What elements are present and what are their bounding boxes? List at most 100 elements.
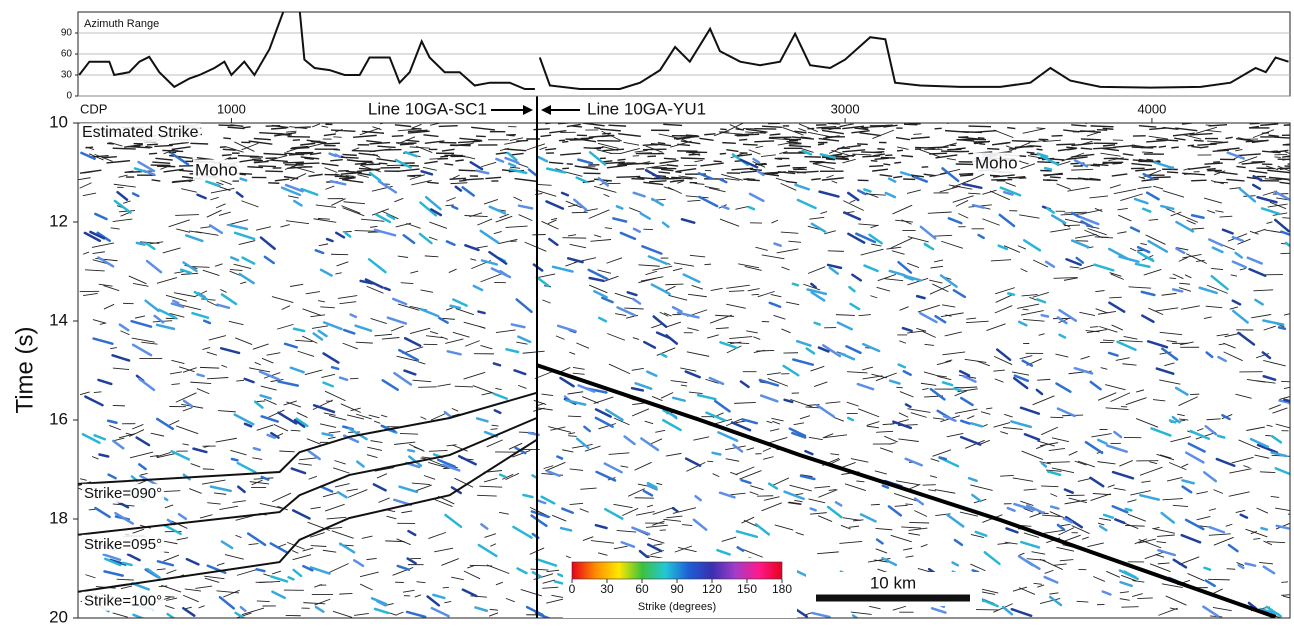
texture-stroke bbox=[108, 141, 123, 147]
texture-stroke bbox=[511, 152, 524, 156]
texture-stroke bbox=[653, 543, 663, 546]
texture-patch bbox=[368, 171, 382, 182]
texture-stroke bbox=[346, 488, 358, 492]
texture-patch bbox=[601, 296, 614, 304]
texture-patch bbox=[295, 417, 309, 428]
texture-stroke bbox=[647, 555, 663, 559]
texture-stroke bbox=[976, 360, 990, 367]
texture-patch bbox=[661, 221, 670, 229]
texture-patch bbox=[1136, 245, 1151, 254]
texture-patch bbox=[504, 156, 520, 165]
texture-stroke bbox=[726, 284, 750, 289]
texture-stroke bbox=[164, 504, 174, 509]
texture-stroke bbox=[982, 218, 1000, 226]
texture-stroke bbox=[1138, 176, 1146, 180]
texture-stroke bbox=[846, 401, 859, 407]
texture-stroke bbox=[635, 152, 652, 155]
texture-patch bbox=[430, 208, 443, 217]
texture-stroke bbox=[767, 378, 789, 387]
texture-patch bbox=[1234, 251, 1243, 259]
texture-patch bbox=[418, 232, 433, 245]
texture-stroke bbox=[608, 124, 627, 127]
texture-stroke bbox=[1093, 576, 1106, 582]
texture-stroke bbox=[622, 507, 639, 517]
texture-stroke bbox=[520, 589, 543, 597]
texture-patch bbox=[307, 449, 321, 461]
texture-stroke bbox=[808, 436, 823, 441]
texture-patch bbox=[228, 223, 249, 231]
texture-stroke bbox=[762, 447, 772, 452]
texture-patch bbox=[1010, 420, 1032, 429]
texture-stroke bbox=[341, 178, 364, 184]
texture-stroke bbox=[317, 218, 330, 220]
texture-patch bbox=[791, 282, 800, 287]
texture-stroke bbox=[361, 218, 385, 222]
texture-stroke bbox=[1004, 413, 1013, 418]
texture-stroke bbox=[1077, 177, 1086, 179]
texture-stroke bbox=[1002, 427, 1023, 430]
texture-stroke bbox=[799, 415, 811, 420]
texture-patch bbox=[795, 339, 812, 347]
texture-stroke bbox=[687, 199, 701, 202]
texture-stroke bbox=[251, 158, 262, 161]
texture-stroke bbox=[464, 215, 488, 218]
texture-stroke bbox=[1196, 428, 1204, 432]
texture-stroke bbox=[1063, 129, 1080, 133]
texture-patch bbox=[1185, 451, 1205, 464]
texture-stroke bbox=[941, 240, 964, 249]
texture-stroke bbox=[394, 441, 416, 445]
texture-stroke bbox=[1210, 180, 1224, 185]
texture-stroke bbox=[306, 139, 326, 144]
texture-patch bbox=[143, 169, 156, 176]
texture-stroke bbox=[756, 349, 775, 352]
texture-stroke bbox=[486, 439, 503, 448]
texture-patch bbox=[1124, 507, 1133, 512]
texture-stroke bbox=[968, 192, 981, 195]
texture-stroke bbox=[271, 296, 294, 303]
texture-stroke bbox=[373, 420, 381, 424]
texture-stroke bbox=[842, 158, 856, 164]
texture-stroke bbox=[994, 378, 1004, 383]
texture-stroke bbox=[1081, 536, 1089, 540]
texture-stroke bbox=[302, 308, 322, 316]
texture-stroke bbox=[1108, 157, 1124, 161]
texture-stroke bbox=[396, 611, 404, 616]
texture-stroke bbox=[329, 414, 347, 421]
texture-stroke bbox=[645, 270, 658, 276]
texture-stroke bbox=[1282, 217, 1290, 219]
texture-patch bbox=[929, 387, 946, 401]
texture-stroke bbox=[869, 605, 881, 610]
texture-patch bbox=[1142, 172, 1155, 181]
texture-stroke bbox=[1089, 177, 1101, 181]
texture-patch bbox=[930, 607, 947, 614]
texture-stroke bbox=[442, 317, 455, 320]
texture-stroke bbox=[450, 144, 471, 147]
texture-stroke bbox=[214, 263, 223, 267]
texture-patch bbox=[952, 387, 962, 392]
texture-stroke bbox=[1066, 156, 1088, 161]
texture-stroke bbox=[1237, 137, 1256, 142]
texture-stroke bbox=[924, 343, 934, 346]
texture-stroke bbox=[680, 140, 701, 145]
texture-patch bbox=[892, 420, 913, 430]
texture-stroke bbox=[371, 208, 390, 216]
texture-stroke bbox=[1148, 307, 1164, 316]
texture-patch bbox=[1288, 179, 1290, 182]
texture-stroke bbox=[479, 485, 503, 488]
texture-stroke bbox=[123, 200, 131, 204]
texture-stroke bbox=[730, 341, 742, 345]
series-label: Strike=095° bbox=[84, 536, 162, 553]
texture-stroke bbox=[780, 231, 799, 234]
texture-stroke bbox=[82, 251, 90, 255]
texture-patch bbox=[121, 561, 133, 567]
y-tick-label: 18 bbox=[49, 508, 68, 527]
texture-stroke bbox=[870, 503, 880, 506]
texture-stroke bbox=[491, 424, 499, 427]
texture-stroke bbox=[459, 179, 467, 182]
texture-stroke bbox=[678, 175, 697, 179]
texture-patch bbox=[730, 421, 752, 432]
texture-patch bbox=[630, 386, 645, 392]
texture-stroke bbox=[613, 417, 630, 426]
texture-stroke bbox=[616, 175, 641, 179]
texture-patch bbox=[556, 455, 564, 460]
